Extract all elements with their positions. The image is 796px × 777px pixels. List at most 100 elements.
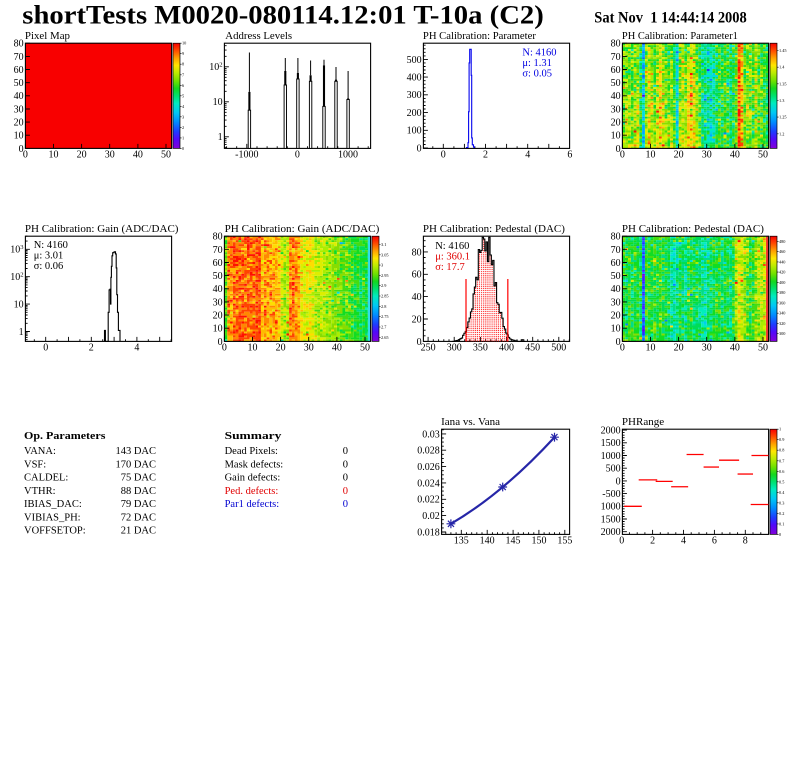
svg-text:21 DAC: 21 DAC — [121, 526, 156, 537]
svg-text:2: 2 — [650, 536, 655, 547]
svg-text:2.8: 2.8 — [381, 304, 386, 309]
svg-text:0: 0 — [417, 337, 422, 348]
svg-text:PH Calibration: Gain (ADC/DAC): PH Calibration: Gain (ADC/DAC) — [25, 224, 179, 235]
svg-text:20: 20 — [77, 150, 87, 161]
svg-text:40: 40 — [611, 91, 621, 102]
svg-text:60: 60 — [213, 258, 223, 269]
svg-text:0: 0 — [182, 146, 184, 151]
svg-text:40: 40 — [412, 292, 422, 303]
svg-text:0: 0 — [343, 459, 348, 470]
svg-text:50: 50 — [758, 150, 768, 161]
svg-text:2: 2 — [182, 125, 184, 130]
svg-text:80: 80 — [611, 39, 621, 50]
svg-text:480: 480 — [779, 239, 785, 244]
svg-text:7: 7 — [182, 72, 185, 77]
svg-text:2.7: 2.7 — [381, 324, 387, 329]
svg-text:9: 9 — [182, 51, 184, 56]
svg-text:IBIAS_DAC:: IBIAS_DAC: — [24, 499, 82, 510]
svg-text:VSF:: VSF: — [24, 459, 46, 470]
svg-text:400: 400 — [407, 73, 422, 84]
svg-text:Pixel Map: Pixel Map — [25, 31, 70, 42]
svg-text:80: 80 — [412, 247, 422, 258]
svg-text:PHRange: PHRange — [622, 417, 665, 428]
svg-text:0: 0 — [620, 343, 625, 354]
svg-text:0: 0 — [343, 486, 348, 497]
svg-text:30: 30 — [702, 343, 712, 354]
svg-text:1000: 1000 — [601, 502, 621, 513]
svg-text:88 DAC: 88 DAC — [121, 486, 156, 497]
svg-text:1000: 1000 — [601, 451, 621, 462]
svg-text:0: 0 — [218, 337, 223, 348]
svg-text:40: 40 — [730, 343, 740, 354]
svg-text:0.02: 0.02 — [422, 511, 440, 522]
svg-text:40: 40 — [213, 284, 223, 295]
svg-text:1: 1 — [182, 135, 184, 140]
svg-text:20: 20 — [14, 118, 24, 129]
svg-text:20: 20 — [213, 311, 223, 322]
svg-text:30: 30 — [611, 104, 621, 115]
svg-text:60: 60 — [611, 258, 621, 269]
svg-text:150: 150 — [531, 536, 546, 547]
svg-text:10: 10 — [14, 300, 24, 311]
svg-text:0: 0 — [222, 343, 227, 354]
svg-text:N: 4160: N: 4160 — [34, 240, 68, 251]
svg-text:170 DAC: 170 DAC — [115, 459, 156, 470]
svg-text:60: 60 — [412, 270, 422, 281]
svg-text:30: 30 — [105, 150, 115, 161]
svg-text:6: 6 — [712, 536, 717, 547]
svg-text:50: 50 — [611, 78, 621, 89]
svg-text:50: 50 — [213, 271, 223, 282]
svg-text:0: 0 — [343, 499, 348, 510]
svg-text:3: 3 — [182, 114, 184, 119]
svg-text:CALDEL:: CALDEL: — [24, 473, 68, 484]
svg-text:10: 10 — [611, 324, 621, 335]
svg-text:0.7: 0.7 — [779, 458, 785, 463]
svg-text:10: 10 — [213, 97, 223, 108]
svg-text:2000: 2000 — [601, 426, 621, 437]
svg-text:60: 60 — [611, 65, 621, 76]
svg-text:30: 30 — [14, 104, 24, 115]
svg-text:0: 0 — [19, 144, 24, 155]
svg-text:500: 500 — [407, 55, 422, 66]
svg-text:VOFFSETOP:: VOFFSETOP: — [24, 526, 86, 537]
svg-text:4: 4 — [182, 104, 185, 109]
svg-text:0.1: 0.1 — [779, 521, 784, 526]
svg-text:1.4: 1.4 — [779, 65, 785, 70]
svg-text:10: 10 — [49, 150, 59, 161]
svg-text:Address Levels: Address Levels — [225, 31, 292, 42]
svg-text:80: 80 — [611, 232, 621, 243]
svg-text:0: 0 — [23, 150, 28, 161]
svg-text:3: 3 — [381, 263, 383, 268]
svg-text:70: 70 — [14, 52, 24, 63]
svg-text:2.85: 2.85 — [381, 294, 389, 299]
svg-text:360: 360 — [779, 300, 785, 305]
svg-text:0: 0 — [441, 150, 446, 161]
svg-text:0: 0 — [343, 473, 348, 484]
svg-text:0: 0 — [417, 143, 422, 154]
svg-text:75 DAC: 75 DAC — [121, 473, 156, 484]
svg-text:380: 380 — [779, 290, 785, 295]
svg-text:PH Calibration: Parameter: PH Calibration: Parameter — [423, 31, 537, 42]
svg-text:0: 0 — [43, 343, 48, 354]
svg-text:20: 20 — [674, 343, 684, 354]
svg-text:40: 40 — [133, 150, 143, 161]
svg-text:4: 4 — [525, 150, 530, 161]
svg-text:1.45: 1.45 — [779, 48, 787, 53]
svg-text:20: 20 — [674, 150, 684, 161]
svg-text:0: 0 — [616, 144, 621, 155]
svg-text:0.8: 0.8 — [779, 448, 784, 453]
svg-text:0: 0 — [616, 337, 621, 348]
svg-text:2000: 2000 — [601, 527, 621, 538]
svg-text:420: 420 — [779, 270, 785, 275]
svg-text:50: 50 — [360, 343, 370, 354]
svg-text:1500: 1500 — [601, 514, 621, 525]
svg-text:σ: 0.06: σ: 0.06 — [34, 261, 64, 272]
svg-text:Summary: Summary — [225, 431, 283, 442]
svg-text:Ped. defects:: Ped. defects: — [225, 486, 279, 497]
svg-text:440: 440 — [779, 259, 785, 264]
svg-text:VANA:: VANA: — [24, 446, 56, 457]
svg-text:20: 20 — [276, 343, 286, 354]
svg-text:1: 1 — [19, 327, 24, 338]
svg-text:40: 40 — [611, 284, 621, 295]
svg-text:102: 102 — [209, 62, 222, 74]
